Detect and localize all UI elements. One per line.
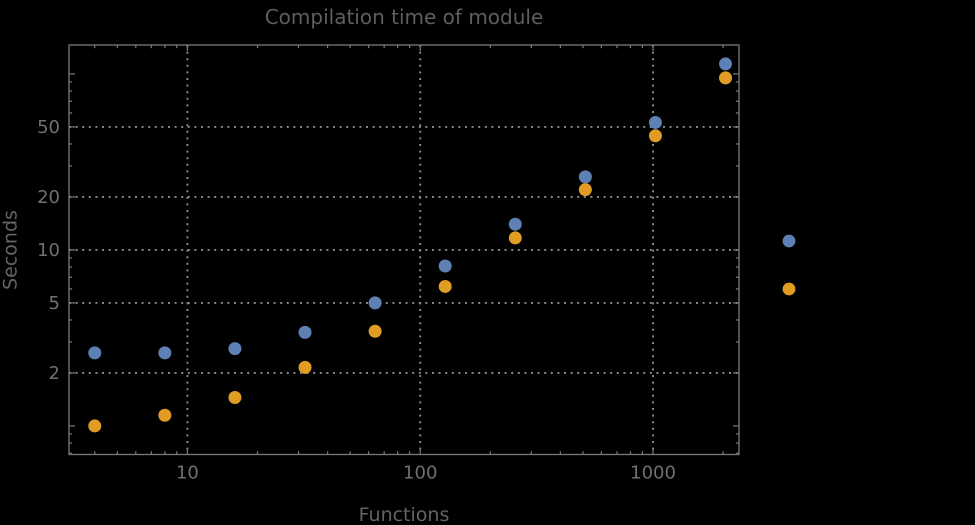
y-tick-label-10: 10 [37,240,60,261]
chart-title: Compilation time of module [265,5,544,29]
point-orange-64 [368,324,382,338]
point-blue-32 [298,325,312,339]
legend-marker-blue [782,234,796,248]
point-blue-16 [228,342,242,356]
point-blue-512 [578,170,592,184]
point-blue-8 [158,346,172,360]
point-orange-128 [438,279,452,293]
point-orange-8 [158,408,172,422]
point-blue-64 [368,296,382,310]
point-blue-1024 [648,115,662,129]
x-tick-label-100: 100 [403,463,437,484]
y-axis-label: Seconds [0,210,22,290]
y-tick-label-50: 50 [37,117,60,138]
point-orange-1024 [648,129,662,143]
point-blue-256 [508,217,522,231]
y-tick-label-2: 2 [49,363,60,384]
point-orange-4 [88,419,102,433]
point-orange-512 [578,183,592,197]
plot-layer: 10 100 1000 2 5 10 20 50 [37,44,796,484]
point-orange-32 [298,360,312,374]
point-blue-4 [88,346,102,360]
point-orange-16 [228,391,242,405]
legend-marker-orange [782,282,796,296]
point-orange-2048 [719,71,733,85]
point-orange-256 [508,231,522,245]
x-axis-label: Functions [359,504,450,525]
y-tick-label-5: 5 [49,293,60,314]
x-tick-label-1000: 1000 [630,463,676,484]
y-tick-label-20: 20 [37,187,60,208]
point-blue-128 [438,259,452,273]
point-blue-2048 [719,57,733,71]
x-tick-label-10: 10 [176,463,199,484]
